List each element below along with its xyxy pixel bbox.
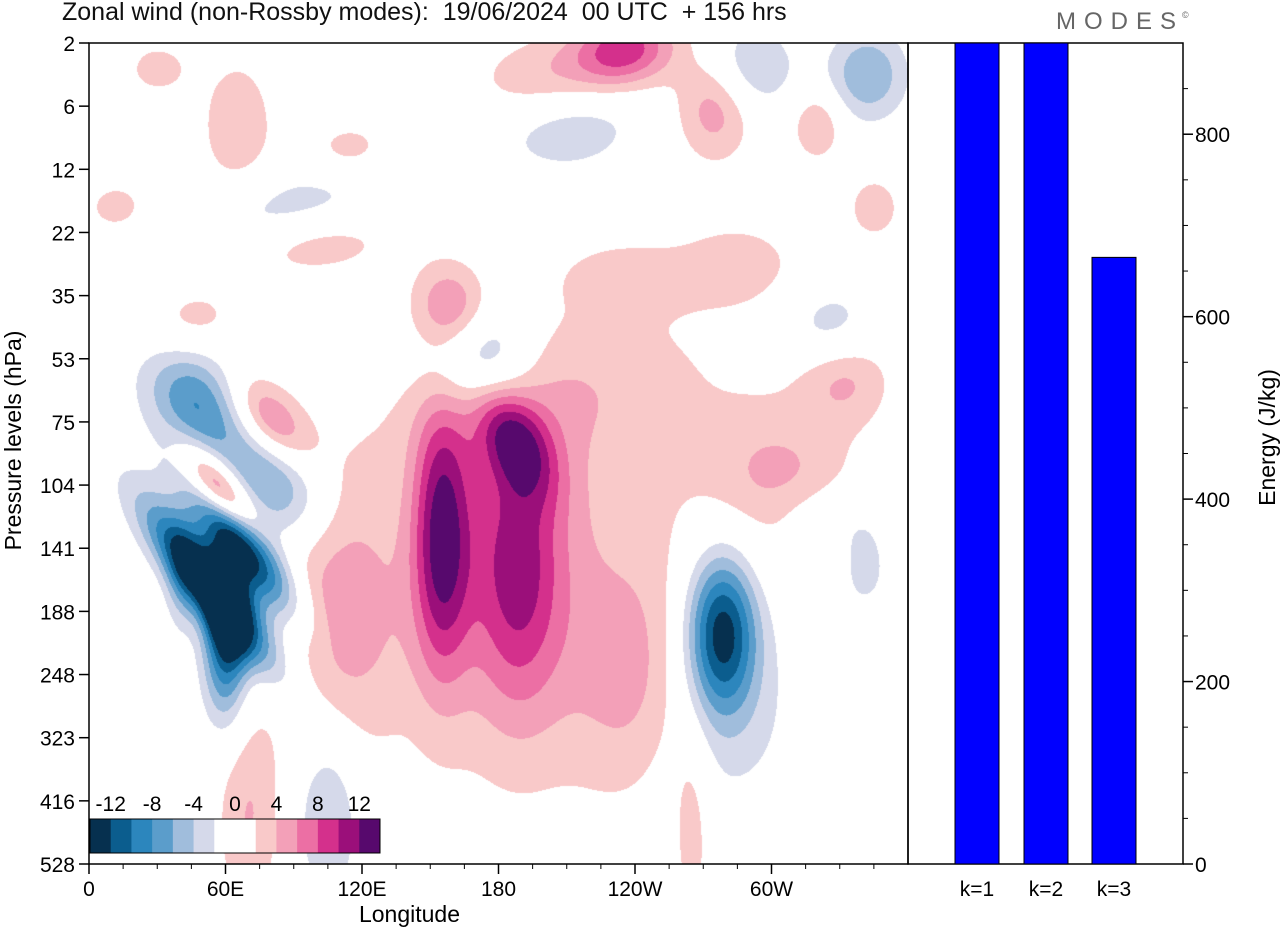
colorbar-swatch	[172, 819, 195, 853]
y-tick-label: 528	[40, 854, 75, 877]
colorbar-swatch	[338, 819, 360, 853]
bar-category-label: k=1	[960, 878, 994, 901]
y-tick-label: 323	[40, 728, 75, 751]
x-tick-label: 120W	[608, 878, 663, 901]
colorbar-swatch	[235, 819, 257, 853]
modes-logo: MODES	[1056, 8, 1185, 35]
colorbar-swatch	[297, 819, 319, 853]
colorbar-swatch	[317, 819, 340, 853]
colorbar-swatch	[193, 819, 215, 853]
colorbar-legend: -12 -8 -4 0 4 8 12	[89, 793, 381, 854]
y-tick-label: 141	[40, 538, 75, 561]
colorbar-swatch	[110, 819, 132, 853]
energy-bar	[1091, 256, 1137, 865]
colorbar-swatch	[90, 819, 112, 853]
colorbar-swatch	[214, 819, 236, 853]
energy-tick-label: 0	[1195, 854, 1207, 877]
colorbar-label: 8	[312, 793, 324, 816]
y-tick-label: 35	[52, 286, 75, 309]
y-tick-label: 2	[63, 33, 75, 56]
energy-axis-label: Energy (J/kg)	[1254, 369, 1280, 506]
colorbar-label: 0	[229, 793, 241, 816]
x-axis-label: Longitude	[359, 901, 460, 927]
colorbar-swatch	[152, 819, 174, 853]
bar-category-label: k=3	[1097, 878, 1131, 901]
y-tick-label: 248	[40, 665, 75, 688]
colorbar-frame	[89, 818, 381, 854]
y-tick-label: 12	[52, 159, 75, 182]
energy-bars: k=1 k=2 k=3	[954, 42, 1137, 901]
colorbar-label: 4	[271, 793, 283, 816]
y-tick-label: 22	[52, 222, 75, 245]
heatmap-plot	[89, 43, 908, 864]
chart-title: Zonal wind (non-Rossby modes): 19/06/202…	[62, 0, 787, 26]
y-tick-label: 188	[40, 601, 75, 624]
y-tick-label: 104	[40, 475, 75, 498]
colorbar-label: -4	[184, 793, 203, 816]
logo-trademark: ©	[1182, 10, 1189, 20]
energy-tick-label: 200	[1195, 672, 1230, 695]
y-tick-label: 6	[63, 96, 75, 119]
heatmap-field	[89, 43, 908, 864]
y-tick-label: 75	[52, 412, 75, 435]
y-tick-label: 53	[52, 349, 75, 372]
energy-bar	[1023, 42, 1069, 865]
colorbar-swatch	[276, 819, 298, 853]
energy-bar-axes: 0 200 400 600 800 Energy (J/kg)	[907, 42, 1280, 877]
colorbar-label: -12	[96, 793, 126, 816]
colorbar-swatch	[359, 819, 381, 853]
x-tick-label: 0	[83, 878, 95, 901]
energy-tick-label: 800	[1195, 124, 1230, 147]
x-tick-label: 120E	[337, 878, 386, 901]
y-tick-label: 416	[40, 791, 75, 814]
colorbar-label: 12	[348, 793, 371, 816]
x-tick-label: 60E	[207, 878, 244, 901]
colorbar-swatch	[131, 819, 153, 853]
colorbar-label: -8	[143, 793, 162, 816]
x-tick-label: 180	[481, 878, 516, 901]
y-axis-label: Pressure levels (hPa)	[0, 331, 26, 551]
colorbar-swatch	[255, 819, 277, 853]
x-tick-label: 60W	[750, 878, 793, 901]
energy-tick-label: 600	[1195, 307, 1230, 330]
bar-category-label: k=2	[1029, 878, 1063, 901]
energy-tick-label: 400	[1195, 489, 1230, 512]
energy-bar	[954, 42, 1000, 865]
